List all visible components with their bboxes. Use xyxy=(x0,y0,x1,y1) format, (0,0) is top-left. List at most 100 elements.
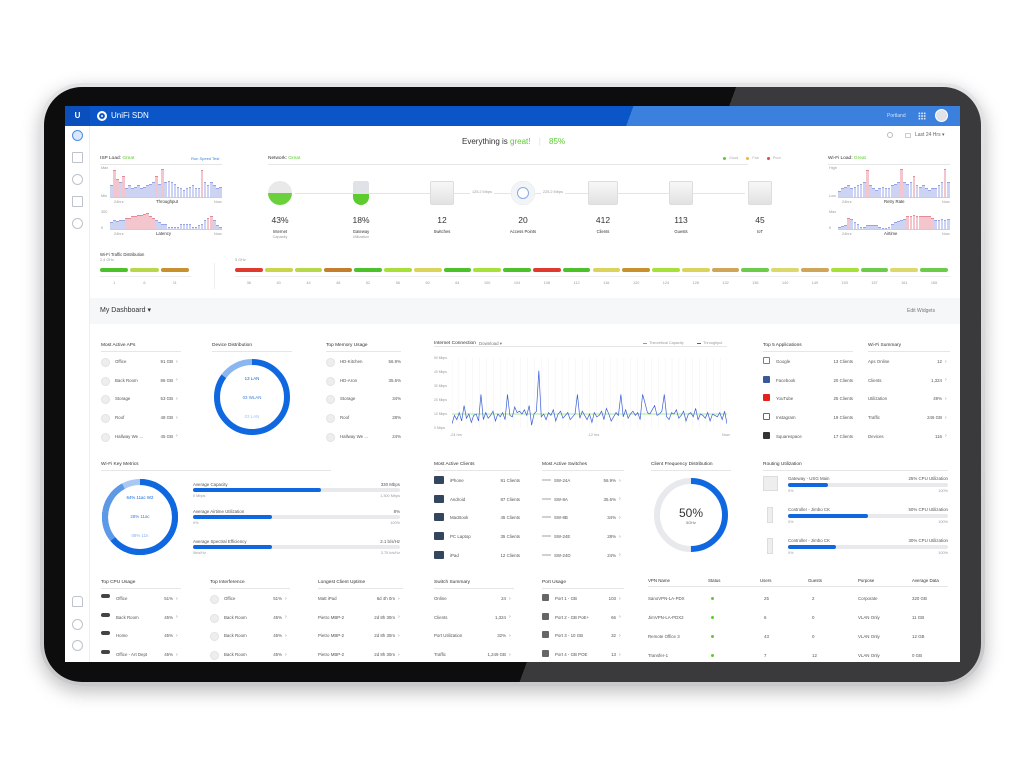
chevron-right-icon[interactable]: › xyxy=(945,414,947,421)
chevron-right-icon[interactable]: › xyxy=(619,651,621,658)
node-value[interactable]: 20 xyxy=(518,215,528,225)
chevron-right-icon[interactable]: › xyxy=(176,358,178,365)
download-dropdown[interactable]: Download ▾ xyxy=(479,341,502,346)
chevron-right-icon[interactable]: › xyxy=(285,651,287,658)
channel-bar[interactable] xyxy=(443,268,472,272)
channel-bar[interactable] xyxy=(532,268,561,272)
chevron-right-icon[interactable]: › xyxy=(619,614,621,621)
chevron-right-icon[interactable]: › xyxy=(509,651,511,658)
chevron-right-icon[interactable]: › xyxy=(619,477,621,484)
chevron-right-icon[interactable]: › xyxy=(509,595,511,602)
channel-bar[interactable] xyxy=(503,268,531,272)
insights-icon[interactable] xyxy=(72,218,83,229)
chevron-right-icon[interactable]: › xyxy=(398,595,400,602)
channel-bar[interactable] xyxy=(413,268,442,272)
channel-bar[interactable] xyxy=(592,268,621,272)
channel-bar[interactable] xyxy=(473,268,502,272)
channel-bar[interactable] xyxy=(890,268,919,272)
dashboard-icon[interactable] xyxy=(72,130,83,141)
chevron-right-icon[interactable]: › xyxy=(285,614,287,621)
chat-icon[interactable] xyxy=(72,619,83,630)
vpn-table-row[interactable] xyxy=(648,611,948,621)
chevron-right-icon[interactable]: › xyxy=(176,614,178,621)
node-value[interactable]: 45 xyxy=(755,215,765,225)
chevron-right-icon[interactable]: › xyxy=(619,496,621,503)
chevron-right-icon[interactable]: › xyxy=(176,595,178,602)
search-icon[interactable] xyxy=(887,132,893,138)
chevron-right-icon[interactable]: › xyxy=(945,377,947,384)
channel-bar[interactable] xyxy=(264,268,293,272)
channel-bar[interactable] xyxy=(622,268,651,272)
channel-bar[interactable] xyxy=(354,268,382,272)
globe-icon[interactable] xyxy=(268,181,292,205)
vpn-table-row[interactable] xyxy=(648,592,948,602)
notifications-bell-icon[interactable] xyxy=(72,596,83,607)
chevron-right-icon[interactable]: › xyxy=(176,377,178,384)
statistics-icon[interactable] xyxy=(72,152,83,163)
channel-bar[interactable] xyxy=(562,268,591,272)
donut-segment[interactable] xyxy=(214,359,290,435)
access-point-icon[interactable] xyxy=(511,181,535,205)
channel-bar[interactable] xyxy=(920,268,948,272)
chevron-right-icon[interactable]: › xyxy=(398,614,400,621)
chevron-right-icon[interactable]: › xyxy=(398,651,400,658)
node-value[interactable]: 43% xyxy=(271,215,289,225)
edit-widgets-button[interactable]: Edit Widgets xyxy=(907,308,936,314)
channel-bar[interactable] xyxy=(235,268,263,272)
channel-bar[interactable] xyxy=(652,268,680,272)
guest-badge-icon[interactable] xyxy=(669,181,693,205)
time-range-dropdown[interactable]: Last 24 Hrs ▾ xyxy=(915,132,945,138)
channel-bar[interactable] xyxy=(383,268,412,272)
channel-bar[interactable] xyxy=(681,268,710,272)
channel-bar[interactable] xyxy=(294,268,323,272)
site-selector[interactable]: Portland xyxy=(887,113,906,119)
dashboard-selector[interactable]: My Dashboard ▾ xyxy=(100,307,151,314)
devices-icon[interactable] xyxy=(72,174,83,185)
chevron-right-icon[interactable]: › xyxy=(176,414,178,421)
channel-bar[interactable] xyxy=(324,268,353,272)
chevron-right-icon[interactable]: › xyxy=(619,595,621,602)
node-value[interactable]: 113 xyxy=(674,215,688,225)
chevron-right-icon[interactable]: › xyxy=(619,533,621,540)
chevron-right-icon[interactable]: › xyxy=(176,433,178,440)
chevron-right-icon[interactable]: › xyxy=(619,552,621,559)
chevron-right-icon[interactable]: › xyxy=(619,632,621,639)
channel-bar[interactable] xyxy=(130,268,159,272)
channel-bar[interactable] xyxy=(771,268,800,272)
chevron-right-icon[interactable]: › xyxy=(398,632,400,639)
channel-bar[interactable] xyxy=(711,268,740,272)
chevron-right-icon[interactable]: › xyxy=(945,433,947,440)
node-value[interactable]: 18% xyxy=(352,215,370,225)
clients-devices-icon[interactable] xyxy=(588,181,618,205)
channel-bar[interactable] xyxy=(100,268,129,272)
apps-grid-icon[interactable] xyxy=(918,112,926,120)
chevron-right-icon[interactable]: › xyxy=(176,651,178,658)
chevron-right-icon[interactable]: › xyxy=(509,632,511,639)
chevron-right-icon[interactable]: › xyxy=(509,614,511,621)
chevron-right-icon[interactable]: › xyxy=(285,632,287,639)
clients-icon[interactable] xyxy=(72,196,83,207)
channel-bar[interactable] xyxy=(801,268,829,272)
channel-bar[interactable] xyxy=(160,268,189,272)
iot-chip-icon[interactable] xyxy=(748,181,772,205)
switch-icon[interactable] xyxy=(430,181,454,205)
chevron-right-icon[interactable]: › xyxy=(176,395,178,402)
channel-bar[interactable] xyxy=(741,268,770,272)
chevron-right-icon[interactable]: › xyxy=(945,358,947,365)
donut-segment[interactable] xyxy=(102,479,178,555)
node-value[interactable]: 12 xyxy=(437,215,447,225)
run-speed-test-link[interactable]: Run Speed Test xyxy=(191,156,220,161)
donut-segment[interactable] xyxy=(102,479,178,555)
vpn-table-row[interactable] xyxy=(648,649,948,659)
vpn-table-row[interactable] xyxy=(648,630,948,640)
ubiquiti-logo[interactable]: U xyxy=(65,106,90,126)
chevron-right-icon[interactable]: › xyxy=(945,395,947,402)
channel-bar[interactable] xyxy=(830,268,859,272)
node-value[interactable]: 412 xyxy=(595,215,611,225)
avatar[interactable] xyxy=(935,109,948,122)
chevron-right-icon[interactable]: › xyxy=(619,514,621,521)
chevron-right-icon[interactable]: › xyxy=(285,595,287,602)
settings-gear-icon[interactable] xyxy=(72,640,83,651)
chevron-right-icon[interactable]: › xyxy=(176,632,178,639)
donut-segment[interactable] xyxy=(654,478,728,552)
